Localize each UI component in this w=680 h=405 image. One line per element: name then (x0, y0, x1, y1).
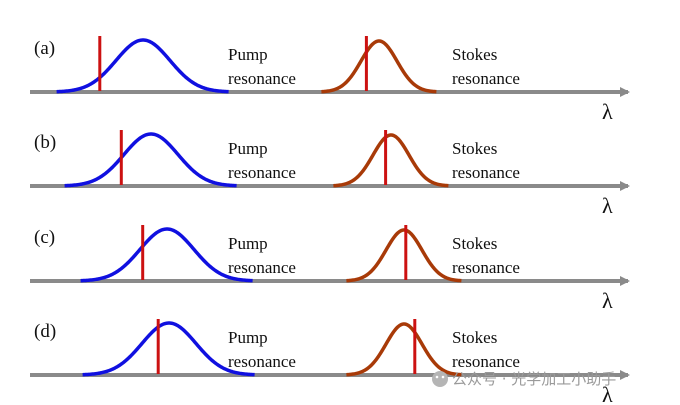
lambda-symbol: λ (602, 382, 613, 405)
stokes-resonance-curve (321, 39, 437, 94)
stokes-label-line2: resonance (452, 163, 520, 182)
stokes-label-line1: Stokes (452, 234, 497, 253)
pump-label-line2: resonance (228, 69, 296, 88)
panel-label: (c) (34, 227, 55, 248)
wechat-icon-eye-left (435, 375, 439, 379)
pump-label-line1: Pump (228, 139, 268, 158)
pump-label-line1: Pump (228, 328, 268, 347)
stokes-resonance-curve (346, 228, 462, 283)
pump-label-line2: resonance (228, 258, 296, 277)
watermark-text: 公众号 · 光学加工小助手 (452, 370, 616, 388)
lambda-symbol: λ (602, 99, 613, 124)
panel-c: (c) Pump resonance Stokes resonance λ (30, 225, 630, 313)
pump-label-line2: resonance (228, 352, 296, 371)
pump-label-line2: resonance (228, 163, 296, 182)
pump-label-line1: Pump (228, 45, 268, 64)
stokes-label-line1: Stokes (452, 328, 497, 347)
panel-b: (b) Pump resonance Stokes resonance λ (30, 130, 630, 218)
panel-label: (b) (34, 132, 56, 153)
pump-resonance-curve (56, 38, 229, 94)
wechat-icon-eye-right (441, 375, 445, 379)
lambda-symbol: λ (602, 193, 613, 218)
panel-label: (a) (34, 38, 55, 59)
stokes-label-line2: resonance (452, 258, 520, 277)
stokes-label-line2: resonance (452, 69, 520, 88)
pump-resonance-curve (82, 321, 255, 377)
panel-a: (a) Pump resonance Stokes resonance λ (30, 36, 630, 124)
panel-d: (d) Pump resonance Stokes resonance λ (30, 319, 630, 405)
stokes-label-line1: Stokes (452, 45, 497, 64)
watermark: 公众号 · 光学加工小助手 (432, 370, 616, 388)
stokes-resonance-curve (333, 133, 449, 188)
stokes-label-line2: resonance (452, 352, 520, 371)
wechat-icon (432, 371, 448, 387)
pump-label-line1: Pump (228, 234, 268, 253)
stokes-label-line1: Stokes (452, 139, 497, 158)
pump-resonance-curve (80, 227, 253, 283)
lambda-symbol: λ (602, 288, 613, 313)
panel-label: (d) (34, 321, 56, 342)
stokes-resonance-curve (346, 322, 462, 377)
pump-resonance-curve (64, 132, 237, 188)
